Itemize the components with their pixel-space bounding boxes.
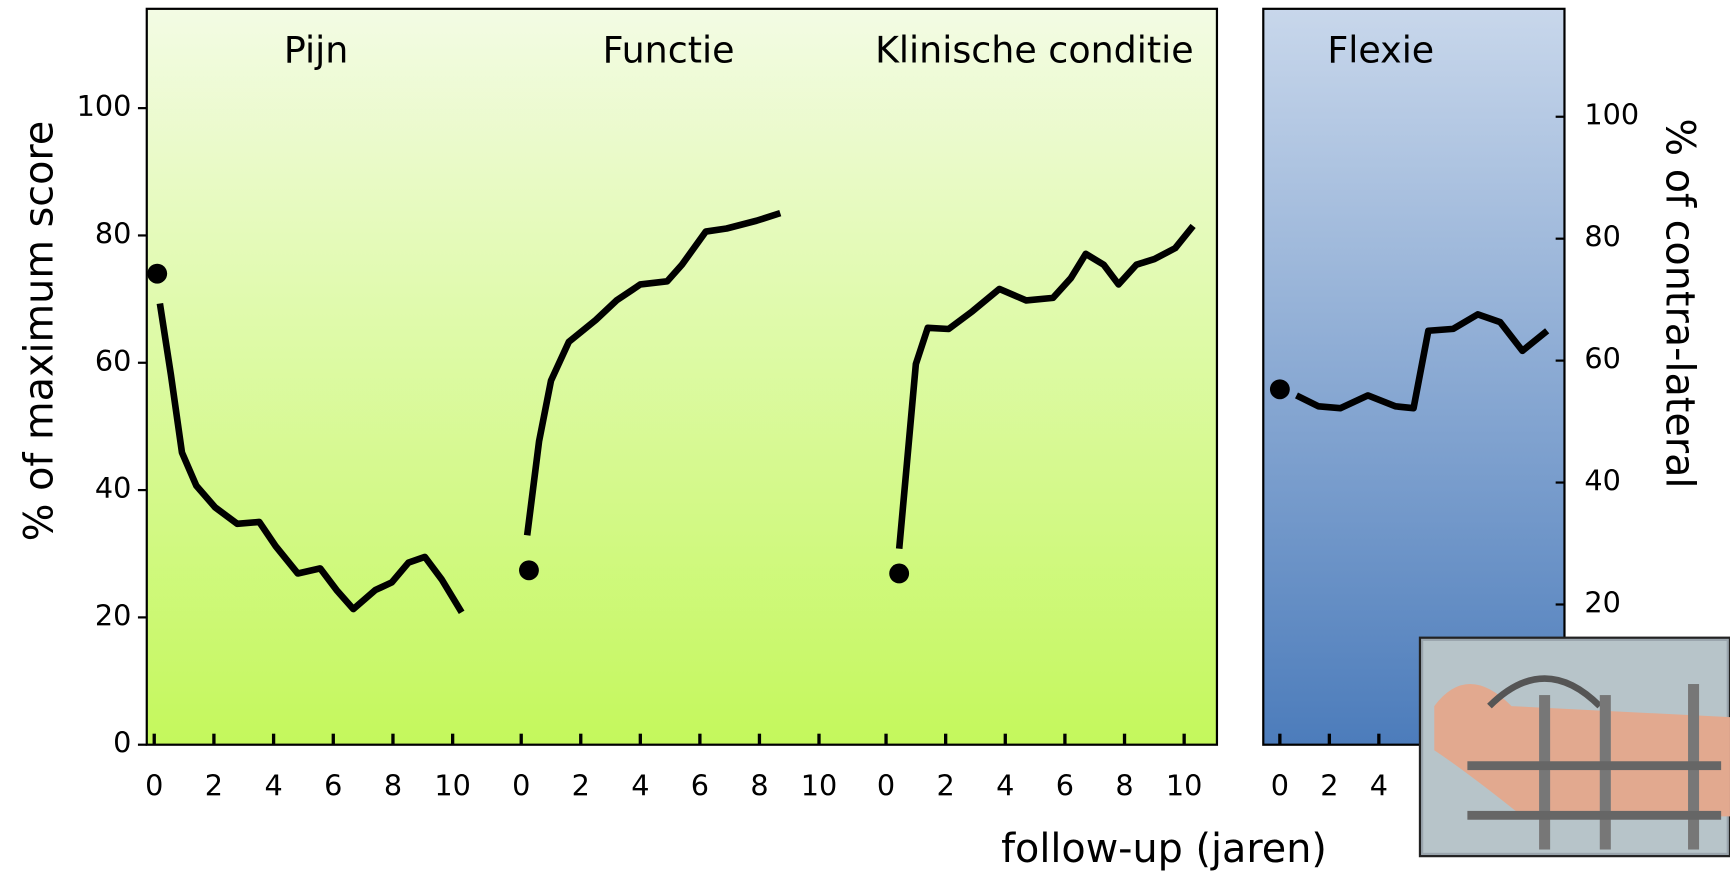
y2-axis-label: % of contra-lateral (1657, 118, 1703, 488)
x-tick-label: 2 (205, 769, 223, 803)
y2-tick-label: 80 (1584, 220, 1620, 254)
panel-title: Flexie (1327, 28, 1434, 71)
x-tick-label: 0 (877, 769, 895, 803)
panel-title: Klinische conditie (875, 28, 1194, 71)
panel-flexie (1263, 9, 1564, 745)
y2-tick-label: 100 (1584, 98, 1639, 132)
x-tick-label: 10 (434, 769, 470, 803)
x-tick-label: 6 (691, 769, 709, 803)
x-tick-label: 0 (1271, 769, 1289, 803)
panel-title: Functie (603, 28, 735, 71)
photo (1420, 638, 1730, 856)
start-point (1270, 379, 1290, 399)
start-point (889, 564, 909, 584)
x-tick-label: 8 (1115, 769, 1133, 803)
x-tick-label: 4 (631, 769, 649, 803)
start-point (147, 264, 167, 284)
x-tick-label: 2 (572, 769, 590, 803)
x-tick-label: 4 (1370, 769, 1388, 803)
y-tick-label: 40 (95, 471, 131, 505)
x-tick-label: 6 (324, 769, 342, 803)
x-axis-label: follow-up (jaren) (1001, 826, 1327, 872)
x-tick-label: 8 (384, 769, 402, 803)
y-axis-label: % of maximum score (16, 121, 62, 542)
x-tick-label: 0 (145, 769, 163, 803)
x-tick-label: 2 (937, 769, 955, 803)
x-tick-label: 10 (801, 769, 837, 803)
y-tick-label: 100 (77, 89, 132, 123)
x-tick-label: 10 (1166, 769, 1202, 803)
panel-title: Pijn (284, 28, 348, 71)
start-point (519, 560, 539, 580)
x-tick-label: 2 (1320, 769, 1338, 803)
y-tick-label: 60 (95, 344, 131, 378)
y2-tick-label: 40 (1584, 464, 1620, 498)
page: {"chart_data": [ {"type": "line", "title… (0, 0, 1730, 876)
y-tick-label: 20 (95, 598, 131, 632)
x-tick-label: 4 (264, 769, 282, 803)
x-tick-label: 4 (996, 769, 1014, 803)
y-tick-label: 80 (95, 216, 131, 250)
x-tick-label: 8 (750, 769, 768, 803)
panel-main (147, 9, 1217, 745)
y2-tick-label: 60 (1584, 342, 1620, 376)
y-tick-label: 0 (113, 726, 131, 760)
chart: % of maximum score % of contra-lateral f… (0, 0, 1730, 876)
x-tick-label: 0 (512, 769, 530, 803)
y2-tick-label: 20 (1584, 585, 1620, 619)
x-tick-label: 6 (1056, 769, 1074, 803)
